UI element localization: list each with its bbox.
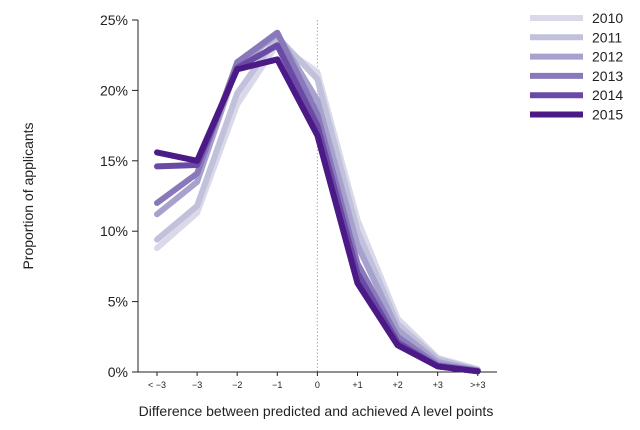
x-axis-title: Difference between predicted and achieve… [139, 403, 494, 419]
x-tick-label: +1 [352, 380, 362, 390]
x-tick-label: 0 [315, 380, 320, 390]
x-tick-label: +3 [433, 380, 443, 390]
y-tick-label: 0% [108, 364, 128, 380]
legend-label-2015: 2015 [592, 107, 623, 123]
x-tick-label: >+3 [470, 380, 486, 390]
x-tick-label: −3 [192, 380, 202, 390]
y-tick-label: 25% [100, 12, 128, 28]
x-tick-label: −2 [232, 380, 242, 390]
x-tick-label: < −3 [148, 380, 166, 390]
x-axis-ticks: < −3 −3 −2 −1 0 +1 +2 +3 >+3 [148, 372, 486, 390]
legend-label-2012: 2012 [592, 49, 623, 65]
series-line-2015 [154, 56, 481, 375]
legend-label-2010: 2010 [592, 10, 623, 26]
legend-label-2014: 2014 [592, 87, 623, 103]
series-lines [154, 29, 481, 375]
legend: 2010 2011 2012 2013 2014 2015 [530, 10, 623, 123]
y-tick-label: 10% [100, 223, 128, 239]
legend-label-2013: 2013 [592, 68, 623, 84]
legend-label-2011: 2011 [592, 29, 622, 45]
y-axis-title: Proportion of applicants [20, 122, 36, 269]
y-axis-ticks: 0% 5% 10% 15% 20% 25% [100, 12, 138, 380]
x-tick-label: +2 [392, 380, 402, 390]
y-tick-label: 20% [100, 82, 128, 98]
y-tick-label: 5% [108, 294, 128, 310]
x-tick-label: −1 [272, 380, 282, 390]
y-tick-label: 15% [100, 153, 128, 169]
